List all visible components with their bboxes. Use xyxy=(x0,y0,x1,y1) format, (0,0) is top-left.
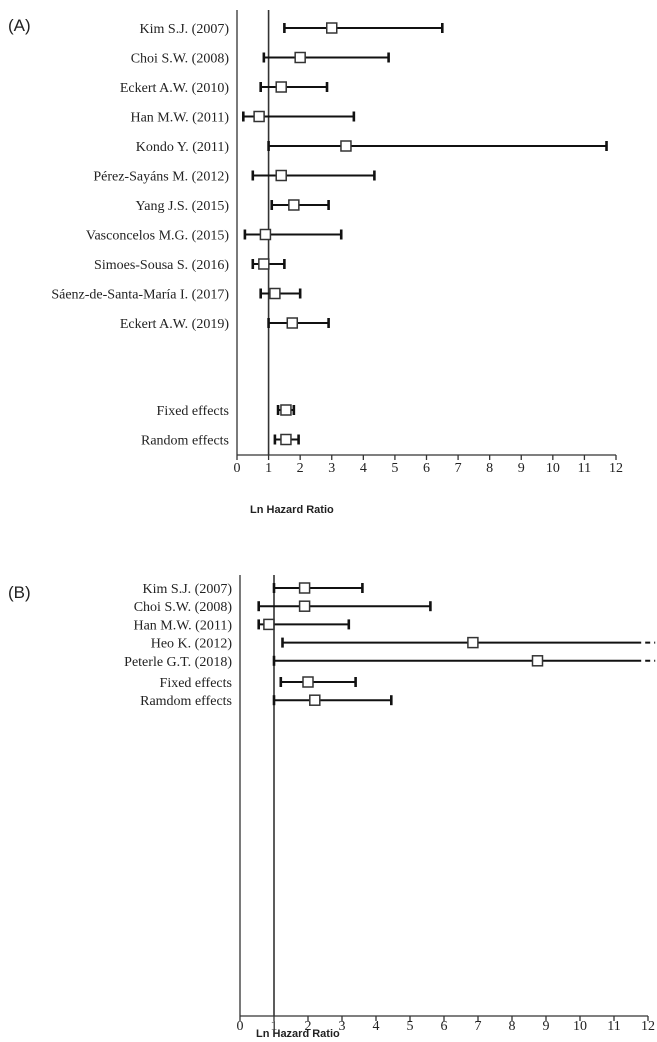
x-tick-label: 1 xyxy=(265,461,272,476)
study-rows-b: Kim S.J. (2007) Choi S.W. (2008) Han M.W. … xyxy=(124,582,656,709)
study-row: Simoes-Sousa S. (2016) xyxy=(94,258,286,273)
point-estimate-marker xyxy=(326,22,338,34)
point-estimate-marker xyxy=(263,618,275,631)
point-estimate-marker xyxy=(298,582,311,594)
point-estimate-marker xyxy=(288,199,300,211)
study-row: Kondo Y. (2011) xyxy=(136,140,608,155)
pooled-label: Fixed effects xyxy=(157,404,229,419)
x-tick-label: 0 xyxy=(234,461,241,476)
point-estimate-marker xyxy=(275,81,287,93)
x-tick-label: 2 xyxy=(297,461,304,476)
x-tick-label: 5 xyxy=(407,1019,414,1034)
x-tick-label: 5 xyxy=(391,461,398,476)
study-row: Yang J.S. (2015) xyxy=(136,199,330,214)
study-row: Peterle G.T. (2018) xyxy=(124,655,656,670)
x-tick-label: 6 xyxy=(423,461,430,476)
point-estimate-marker xyxy=(280,404,292,416)
panel-a: (A) 0 1 2 3 4 5 6 7 8 9 10 11 12 Kim S.J. (2007)Choi… xyxy=(8,10,623,516)
point-estimate-marker xyxy=(258,258,270,270)
study-row: Vasconcelos M.G. (2015) xyxy=(86,228,343,244)
point-estimate-marker xyxy=(280,433,292,446)
study-label: Choi S.W. (2008) xyxy=(134,600,233,615)
study-row: Han M.W. (2011) xyxy=(133,618,351,633)
panel-label-b: (B) xyxy=(8,583,31,602)
x-tick-label: 11 xyxy=(607,1019,620,1034)
x-tick-label: 9 xyxy=(543,1019,550,1034)
study-label: Kim S.J. (2007) xyxy=(140,22,230,37)
point-estimate-marker xyxy=(275,169,287,182)
study-label: Sáenz-de-Santa-María I. (2017) xyxy=(51,288,229,303)
study-row: Pérez-Sayáns M. (2012) xyxy=(93,169,376,185)
x-tick-label: 10 xyxy=(573,1019,587,1034)
point-estimate-marker xyxy=(269,287,281,300)
pooled-label: Random effects xyxy=(141,434,229,449)
x-tick-label: 9 xyxy=(518,461,525,476)
pooled-row: Random effects xyxy=(141,433,300,449)
pooled-row: Fixed effects xyxy=(157,404,296,419)
study-row: Han M.W. (2011) xyxy=(130,110,356,126)
point-estimate-marker xyxy=(298,600,311,612)
x-tick-label: 10 xyxy=(546,461,560,476)
point-estimate-marker xyxy=(309,694,321,706)
x-tick-label: 4 xyxy=(373,1019,380,1034)
study-label: Kim S.J. (2007) xyxy=(143,582,233,597)
study-row: Sáenz-de-Santa-María I. (2017) xyxy=(51,287,302,303)
panel-b: (B) 0 1 2 3 4 5 6 7 8 9 10 11 12 Kim S.J. (2007)Choi… xyxy=(8,575,656,1040)
study-label: Yang J.S. (2015) xyxy=(136,199,230,214)
point-estimate-marker xyxy=(302,676,314,688)
study-label: Peterle G.T. (2018) xyxy=(124,655,232,670)
x-ticks-b: 0 1 2 3 4 5 6 7 8 9 10 11 12 xyxy=(237,1016,655,1034)
x-tick-label: 3 xyxy=(339,1019,346,1034)
x-tick-label: 8 xyxy=(509,1019,516,1034)
study-label: Vasconcelos M.G. (2015) xyxy=(86,229,229,244)
study-label: Heo K. (2012) xyxy=(151,637,233,652)
panel-label-a: (A) xyxy=(8,16,31,35)
x-axis-title-b: Ln Hazard Ratio xyxy=(256,1028,340,1040)
x-tick-label: 1 xyxy=(271,1019,278,1034)
pooled-label: Ramdom effects xyxy=(140,694,232,709)
study-row: Choi S.W. (2008) xyxy=(131,51,390,67)
x-tick-label: 7 xyxy=(475,1019,482,1034)
x-tick-label: 12 xyxy=(609,461,623,476)
point-estimate-marker xyxy=(259,228,272,241)
study-label: Pérez-Sayáns M. (2012) xyxy=(93,170,229,185)
x-tick-label: 8 xyxy=(486,461,493,476)
study-label: Han M.W. (2011) xyxy=(133,618,232,633)
study-row: Choi S.W. (2008) xyxy=(134,600,432,615)
study-rows-a: Kim S.J. (2007) Choi S.W. (2008) Eckert A.… xyxy=(51,22,608,449)
study-label: Han M.W. (2011) xyxy=(130,111,229,126)
study-label: Simoes-Sousa S. (2016) xyxy=(94,258,229,273)
study-row: Kim S.J. (2007) xyxy=(143,582,364,597)
study-label: Eckert A.W. (2010) xyxy=(120,81,229,96)
point-estimate-marker xyxy=(340,140,352,152)
x-tick-label: 12 xyxy=(641,1019,655,1034)
pooled-label: Fixed effects xyxy=(160,676,232,691)
point-estimate-marker xyxy=(286,317,299,329)
study-label: Kondo Y. (2011) xyxy=(136,140,230,155)
study-row: Kim S.J. (2007) xyxy=(140,22,444,37)
x-axis-title-a: Ln Hazard Ratio xyxy=(250,504,334,516)
x-ticks-a: 0 1 2 3 4 5 6 7 8 9 10 11 12 xyxy=(234,455,623,476)
x-tick-label: 0 xyxy=(237,1019,244,1034)
study-label: Choi S.W. (2008) xyxy=(131,52,230,67)
study-label: Eckert A.W. (2019) xyxy=(120,317,229,332)
x-tick-label: 4 xyxy=(360,461,367,476)
x-tick-label: 11 xyxy=(578,461,591,476)
study-row: Eckert A.W. (2010) xyxy=(120,81,329,96)
pooled-row: Fixed effects xyxy=(160,676,357,691)
x-tick-label: 3 xyxy=(328,461,335,476)
point-estimate-marker xyxy=(294,51,306,64)
x-tick-label: 6 xyxy=(441,1019,448,1034)
point-estimate-marker xyxy=(531,655,544,667)
point-estimate-marker xyxy=(253,110,265,123)
x-tick-label: 7 xyxy=(455,461,462,476)
x-tick-label: 2 xyxy=(305,1019,312,1034)
pooled-row: Ramdom effects xyxy=(140,694,393,709)
study-row: Heo K. (2012) xyxy=(151,636,656,652)
point-estimate-marker xyxy=(467,636,479,649)
study-row: Eckert A.W. (2019) xyxy=(120,317,330,332)
